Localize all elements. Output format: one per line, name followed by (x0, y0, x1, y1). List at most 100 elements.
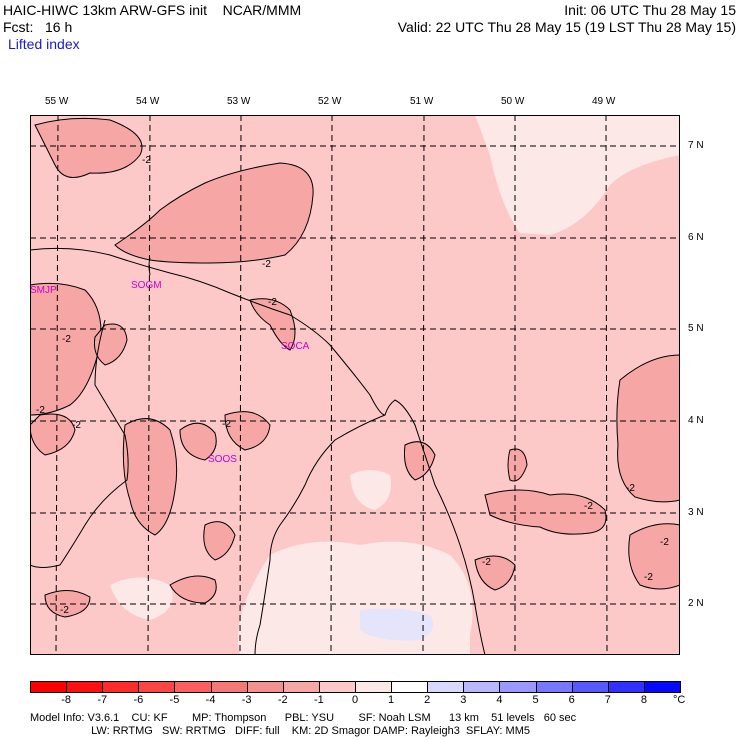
lat-label-6n: 6 N (688, 232, 704, 243)
bluish-region (360, 608, 434, 641)
colorbar-swatch (246, 681, 284, 693)
header-init: Init: 06 UTC Thu 28 May 15 (564, 2, 736, 18)
colorbar-label: 7 (604, 694, 611, 706)
contour-label: -2 (36, 405, 45, 416)
lon-label-54w: 54 W (136, 96, 160, 107)
colorbar-swatch (427, 681, 465, 693)
border-river (148, 257, 151, 276)
dark-region-c1 (179, 422, 217, 461)
colorbar-swatch (571, 681, 609, 693)
colorbar-label: -5 (169, 694, 180, 706)
lon-label-55w: 55 W (45, 96, 69, 107)
dark-region-coast (249, 298, 296, 351)
dark-region-c4 (169, 575, 217, 604)
light-region-center (350, 470, 391, 510)
light-region-south (238, 541, 473, 655)
lon-label-50w: 50 W (501, 96, 525, 107)
footer-physics-info: LW: RRTMG SW: RRTMG DIFF: full KM: 2D Sm… (30, 725, 530, 737)
colorbar-label: -3 (241, 694, 252, 706)
field-name: Lifted index (8, 36, 80, 52)
colorbar-swatch (66, 681, 104, 693)
footer-model-info: Model Info: V3.6.1 CU: KF MP: Thompson P… (30, 712, 577, 724)
colorbar-swatch (391, 681, 429, 693)
colorbar-swatch (318, 681, 356, 693)
colorbar-swatch (30, 681, 68, 693)
colorbar-swatch (463, 681, 501, 693)
station-soos: SOOS (208, 454, 237, 465)
colorbar-label: -4 (205, 694, 216, 706)
colorbar-label: 1 (388, 694, 395, 706)
colorbar-swatch (643, 681, 681, 693)
dark-region-east (616, 354, 680, 503)
colorbar-label: 5 (532, 694, 539, 706)
contour-label: -2 (482, 557, 491, 568)
colorbar-label: -2 (277, 694, 288, 706)
contour-label: -2 (644, 572, 653, 583)
colorbar-swatch (535, 681, 573, 693)
contour-label: -2 (222, 419, 231, 430)
colorbar-label: -7 (97, 694, 108, 706)
contour-label: -2 (268, 297, 277, 308)
colorbar-swatch (174, 681, 212, 693)
dark-region-se1 (474, 555, 516, 591)
colorbar-label: 0 (351, 694, 359, 706)
colorbar-swatch (102, 681, 140, 693)
dark-region-c2 (224, 411, 271, 451)
lat-label-7n: 7 N (688, 140, 704, 151)
dark-region-nw (34, 117, 143, 178)
colorbar-label: -1 (313, 694, 324, 706)
colorbar-label: 4 (496, 694, 503, 706)
colorbar-swatch (210, 681, 248, 693)
contour-labels: -2 -2 -2 -2 -2 -2 -2 -2 -2 -2 -2 -2 -2 (36, 155, 669, 616)
colorbar-swatch (607, 681, 645, 693)
dark-region-se2 (628, 523, 680, 590)
header-valid: Valid: 22 UTC Thu 28 May 15 (19 LST Thu … (397, 19, 736, 35)
contour-label: -2 (72, 420, 81, 431)
colorbar-swatch (355, 681, 393, 693)
dark-region-w3 (30, 413, 76, 456)
colorbar-label: 6 (568, 694, 575, 706)
contour-label: -2 (62, 334, 71, 345)
lat-lon-grid (30, 115, 680, 655)
station-sogm: SOGM (131, 280, 162, 291)
colorbar-swatch (282, 681, 320, 693)
colorbar-label: 2 (424, 694, 431, 706)
colorbar-swatch (138, 681, 176, 693)
colorbar-label: -8 (61, 694, 71, 706)
lon-label-49w: 49 W (592, 96, 616, 107)
map-border (30, 115, 680, 655)
colorbar-unit: °C (673, 694, 686, 706)
light-region-ne (475, 115, 680, 235)
dark-region-w2 (94, 323, 128, 366)
coastlines (30, 247, 486, 655)
lon-label-52w: 52 W (318, 96, 342, 107)
station-soca: SOCA (281, 341, 310, 352)
header-forecast: Fcst: 16 h (3, 19, 73, 35)
lat-label-5n: 5 N (688, 323, 704, 334)
lat-label-2n: 2 N (688, 598, 704, 609)
contour-label: -2 (626, 483, 635, 494)
contour-label: -2 (142, 155, 151, 166)
contour-label: -2 (262, 259, 271, 270)
light-region-sw (110, 577, 173, 620)
header-title: HAIC-HIWC 13km ARW-GFS init NCAR/MMM (3, 2, 302, 18)
station-labels: SMJP SOGM SOCA SOOS (30, 280, 310, 465)
contour-label: -2 (584, 501, 593, 512)
border-suriname-guyana (30, 319, 129, 568)
dark-region-e2 (507, 448, 528, 482)
border-fg-brazil (254, 414, 386, 655)
dark-region-southwest (122, 418, 178, 536)
colorbar-swatch (499, 681, 537, 693)
contour-label: -2 (660, 537, 669, 548)
contour-label: -2 (60, 605, 69, 616)
coastline-line (30, 247, 486, 655)
lat-label-4n: 4 N (688, 415, 704, 426)
dark-region-e3 (484, 489, 607, 535)
lifted-index-map: -2 -2 -2 -2 -2 -2 -2 -2 -2 -2 -2 -2 -2 S… (30, 115, 680, 655)
dark-region-e1 (404, 441, 436, 481)
lon-label-53w: 53 W (227, 96, 251, 107)
colorbar-label: -6 (133, 694, 144, 706)
lat-label-3n: 3 N (688, 507, 704, 518)
colorbar-label: 3 (460, 694, 467, 706)
lon-label-51w: 51 W (410, 96, 434, 107)
